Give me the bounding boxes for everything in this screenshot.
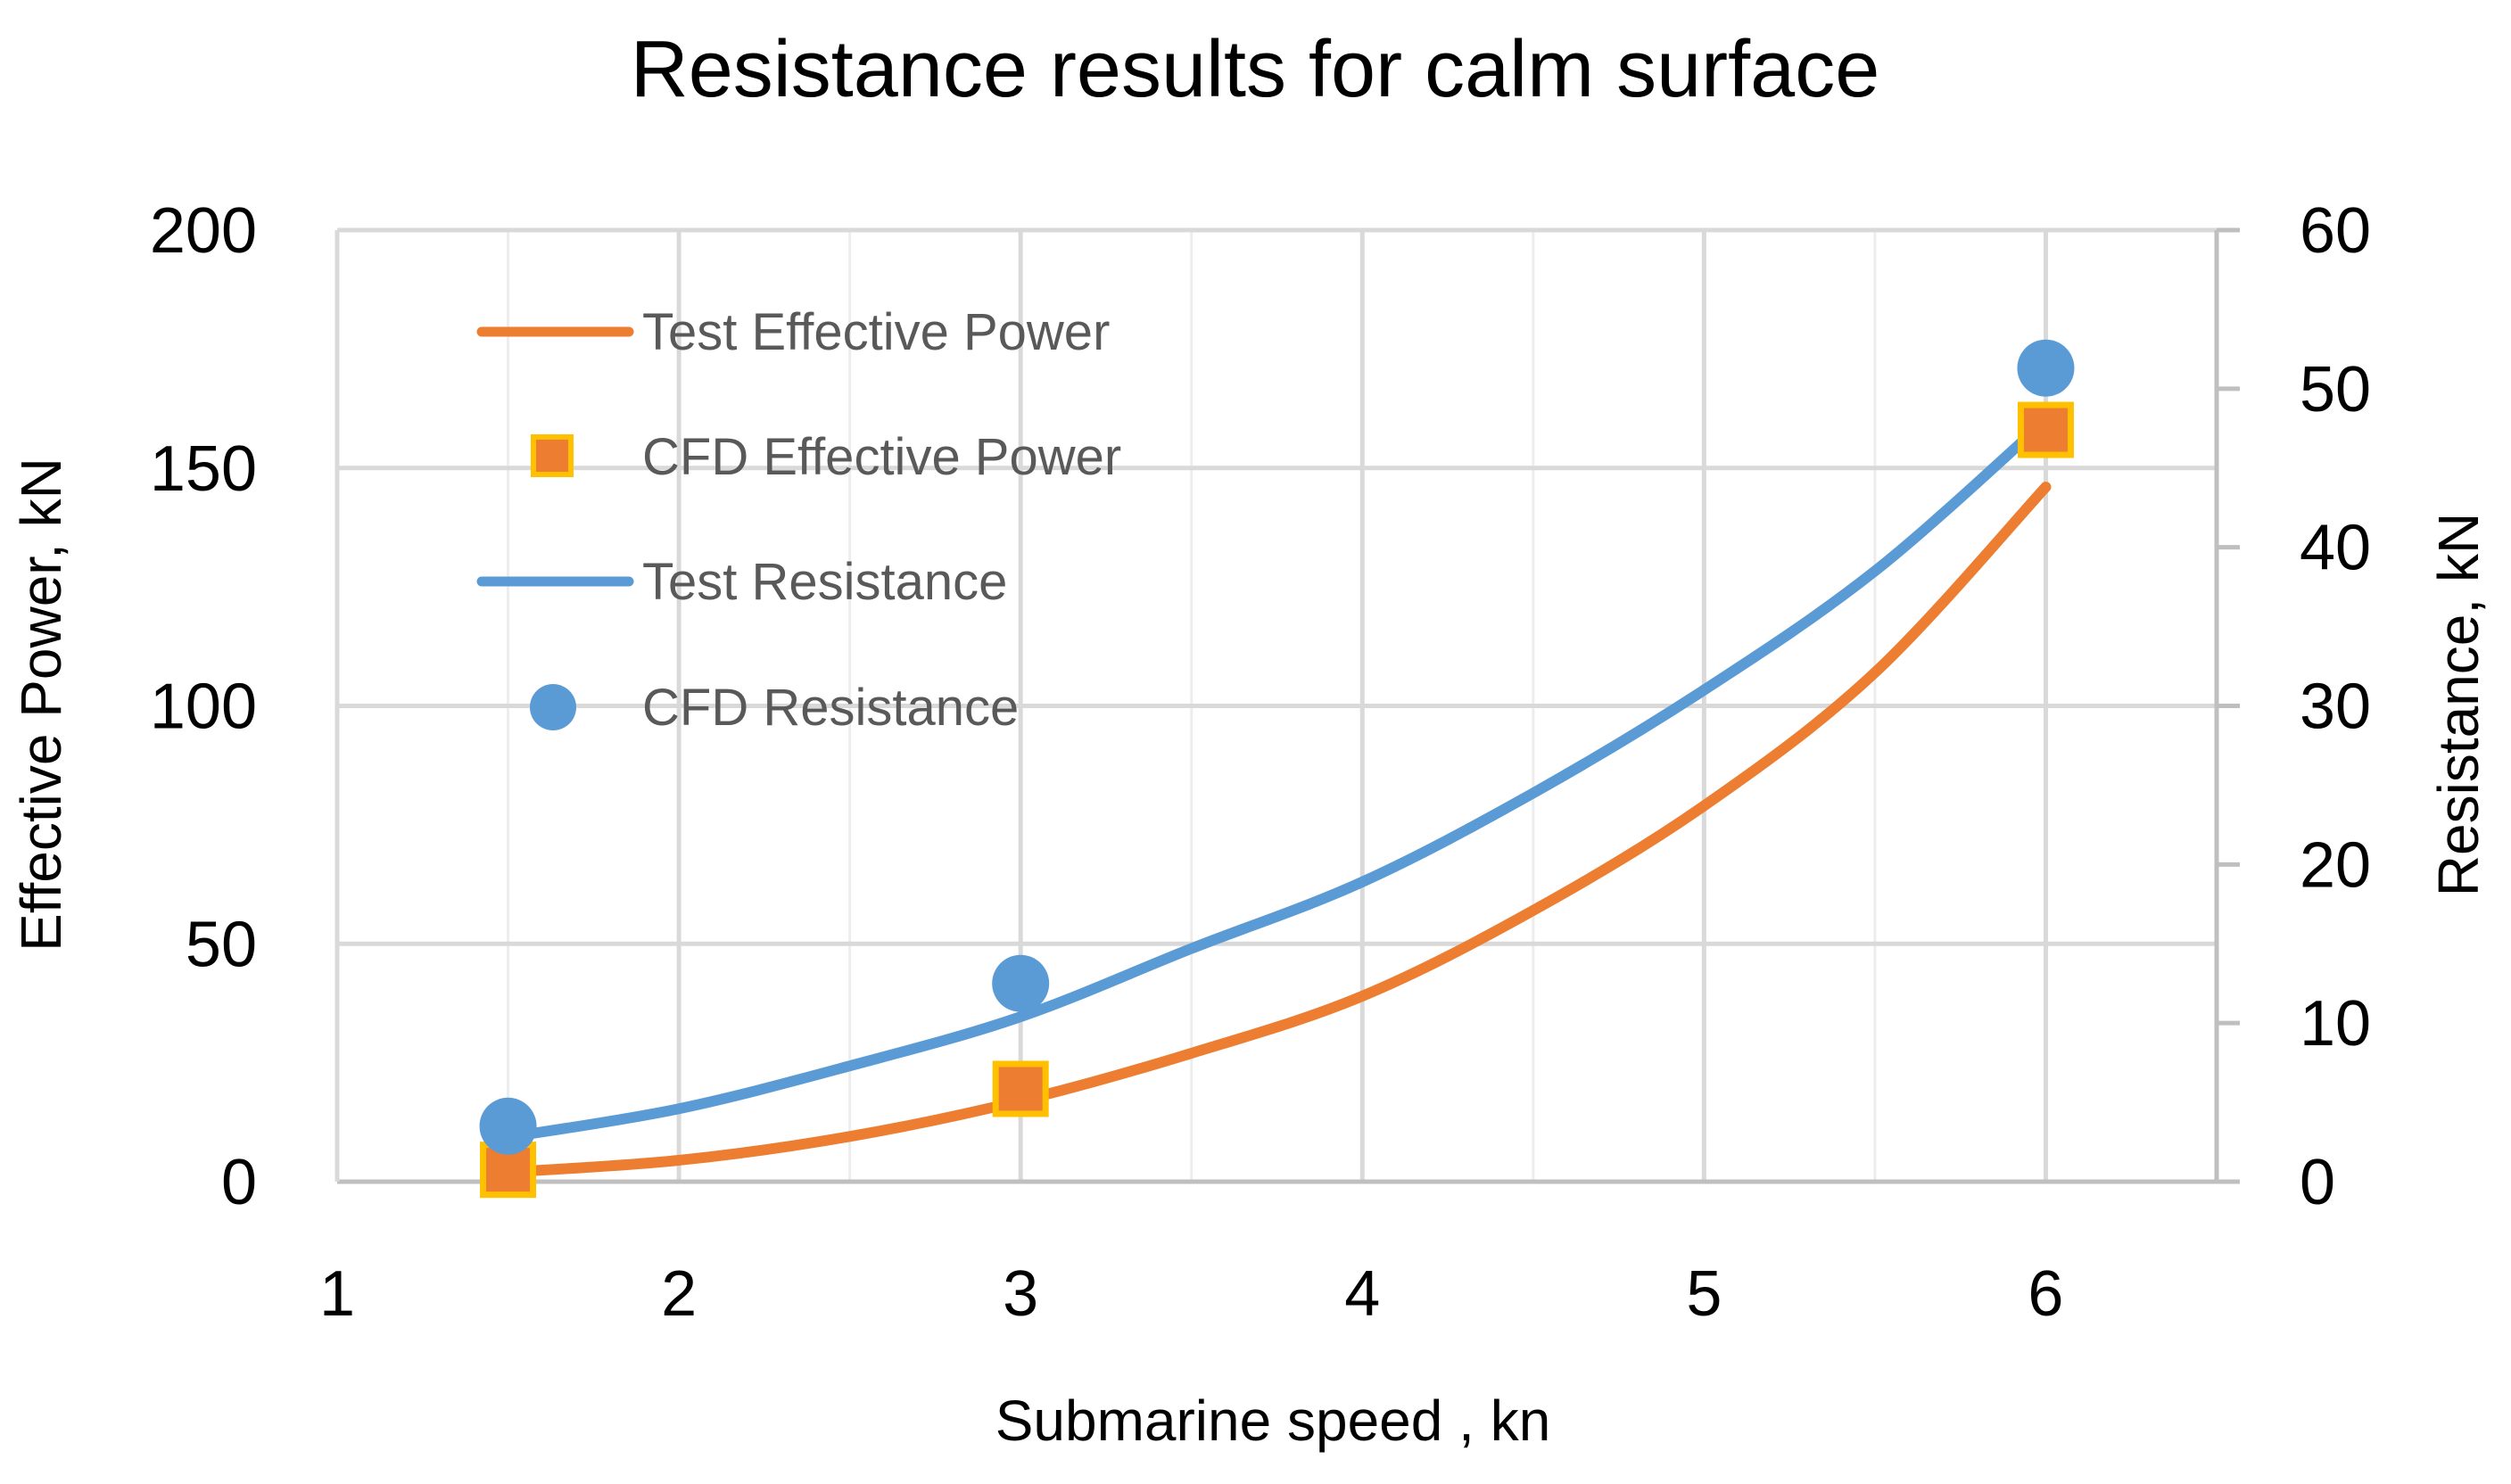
left-y-tick-label: 150 xyxy=(150,433,257,505)
right-y-tick-label: 40 xyxy=(2300,513,2371,584)
x-tick-label: 3 xyxy=(1003,1258,1038,1330)
axes xyxy=(335,227,2240,1184)
x-tick-label: 5 xyxy=(1686,1258,1722,1330)
right-y-axis-label: Resistance, kN xyxy=(2426,513,2490,896)
x-tick-label: 6 xyxy=(2028,1258,2063,1330)
x-tick-label: 2 xyxy=(661,1258,697,1330)
left-y-tick-labels: 0 50 100 150 200 xyxy=(150,195,257,1218)
right-y-tick-label: 30 xyxy=(2300,672,2371,743)
left-y-tick-label: 0 xyxy=(221,1147,257,1218)
right-y-tick-label: 0 xyxy=(2300,1147,2335,1218)
left-y-tick-label: 200 xyxy=(150,195,257,267)
data-point-cfd-resistance xyxy=(2017,339,2075,397)
left-y-tick-label: 100 xyxy=(150,672,257,743)
series-line-test-effective-power xyxy=(502,482,2052,1178)
right-y-tick-label: 60 xyxy=(2300,195,2371,267)
x-axis-label: Submarine speed , kn xyxy=(995,1389,1551,1453)
chart-title: Resistance results for calm surface xyxy=(631,25,1880,114)
legend: Test Effective Power CFD Effective Power… xyxy=(476,303,1121,737)
right-y-tick-label: 50 xyxy=(2300,354,2371,425)
data-point-cfd-resistance xyxy=(479,1097,537,1155)
legend-swatch-cfd-effective-power xyxy=(531,434,574,477)
data-point-cfd-effective-power xyxy=(2017,401,2074,458)
series-line-test-resistance xyxy=(502,415,2052,1143)
data-point-cfd-resistance xyxy=(992,954,1050,1012)
legend-label-test-effective-power: Test Effective Power xyxy=(642,303,1110,361)
series-layer xyxy=(479,339,2075,1199)
legend-label-cfd-resistance: CFD Resistance xyxy=(642,679,1019,737)
x-tick-label: 4 xyxy=(1344,1258,1380,1330)
legend-swatch-cfd-resistance xyxy=(530,684,576,730)
legend-label-test-resistance: Test Resistance xyxy=(642,553,1007,611)
right-y-tick-label: 10 xyxy=(2300,988,2371,1059)
left-y-tick-label: 50 xyxy=(186,909,257,980)
legend-label-cfd-effective-power: CFD Effective Power xyxy=(642,428,1121,486)
left-y-axis-label: Effective Power, kN xyxy=(9,458,73,952)
x-tick-labels: 1 2 3 4 5 6 xyxy=(319,1258,2064,1330)
x-tick-label: 1 xyxy=(319,1258,355,1330)
right-y-tick-label: 20 xyxy=(2300,829,2371,901)
data-point-cfd-effective-power xyxy=(992,1060,1049,1117)
right-y-tick-labels: 0 10 20 30 40 50 60 xyxy=(2300,195,2371,1218)
